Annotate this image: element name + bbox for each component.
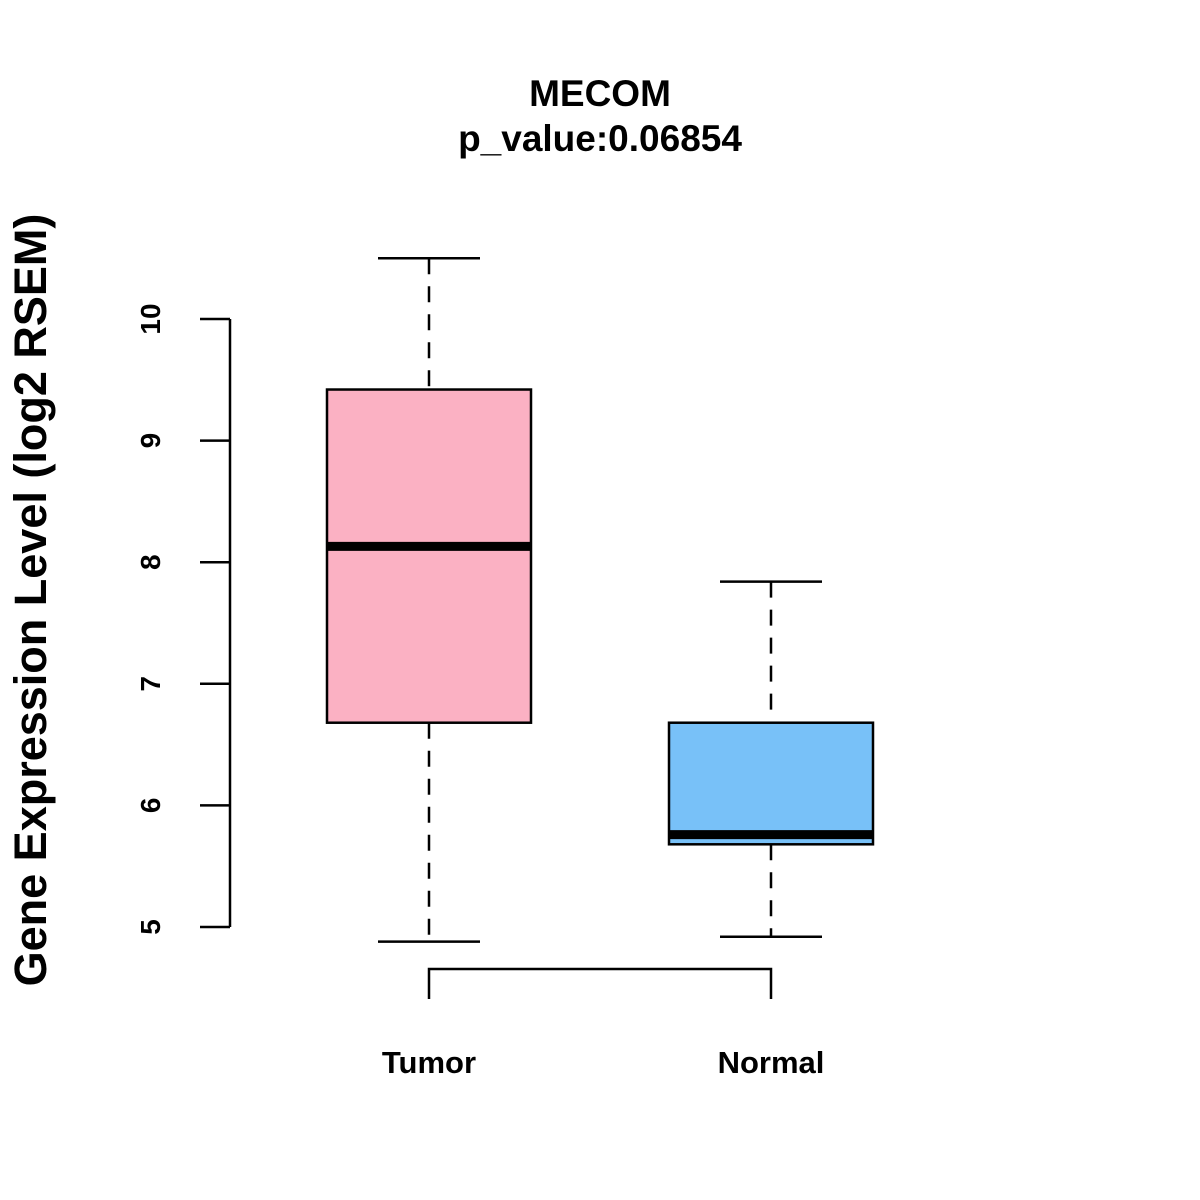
x-category-label-tumor: Tumor xyxy=(382,1045,476,1080)
y-axis-label: Gene Expression Level (log2 RSEM) xyxy=(5,214,56,987)
box-normal xyxy=(667,580,875,938)
y-tick-label-7: 7 xyxy=(135,676,166,692)
y-tick-label-10: 10 xyxy=(135,303,166,334)
y-tick-label-6: 6 xyxy=(135,798,166,814)
normal-iqr-box xyxy=(667,721,875,846)
category-labels: Tumor Normal xyxy=(382,1045,824,1080)
y-tick-label-8: 8 xyxy=(135,554,166,570)
y-axis: 5 6 7 8 9 10 xyxy=(135,303,232,935)
tumor-iqr-box xyxy=(325,388,533,724)
y-tick-label-9: 9 xyxy=(135,433,166,449)
y-tick-label-5: 5 xyxy=(135,919,166,935)
boxes xyxy=(325,256,875,999)
chart-title: MECOM xyxy=(529,73,671,114)
box-tumor xyxy=(325,256,533,943)
comparison-bracket xyxy=(427,967,773,999)
x-category-label-normal: Normal xyxy=(718,1045,825,1080)
chart-subtitle: p_value:0.06854 xyxy=(458,118,742,159)
